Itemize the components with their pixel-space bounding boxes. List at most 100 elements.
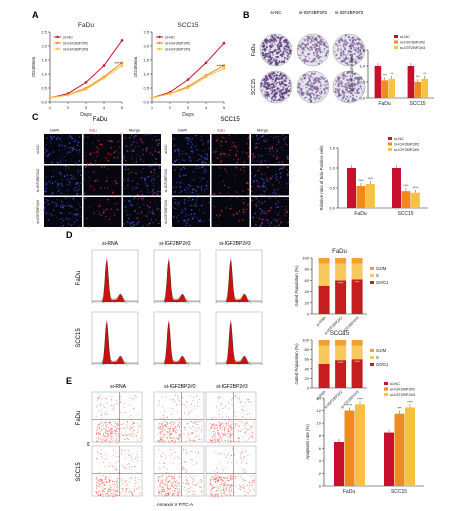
nucleus-dot (124, 159, 127, 162)
event-dot (111, 464, 113, 466)
colony-dot (322, 84, 324, 86)
event-dot (101, 417, 103, 419)
nucleus-dot (115, 182, 118, 185)
nucleus-dot (174, 191, 177, 193)
nucleus-dot (220, 210, 223, 212)
nucleus-dot (190, 146, 193, 149)
nucleus-dot (96, 155, 98, 158)
nucleus-dot (155, 158, 158, 161)
colony-dot (276, 86, 278, 88)
event-dot (118, 456, 120, 458)
event-dot (162, 481, 164, 483)
x-tick-label: 3 (85, 105, 88, 110)
event-dot (235, 419, 237, 421)
colony-dot (357, 49, 360, 51)
event-dot (228, 440, 229, 442)
edu-row-label-0: si-NC (36, 144, 40, 154)
nucleus-dot (188, 137, 190, 139)
nucleus-dot (188, 138, 190, 141)
nucleus-dot (187, 184, 190, 186)
colony-dot (356, 83, 358, 85)
event-dot (178, 437, 180, 439)
nucleus-dot (126, 178, 128, 180)
event-dot (119, 396, 120, 398)
event-dot (119, 398, 121, 400)
event-dot (218, 438, 220, 440)
colony-dot (319, 50, 321, 52)
event-dot (184, 426, 186, 428)
event-dot (179, 434, 181, 435)
colony-dot (270, 72, 273, 75)
event-dot (213, 471, 215, 473)
event-dot (132, 423, 134, 424)
colony-dot (357, 58, 360, 60)
nucleus-dot (133, 223, 135, 225)
nucleus-dot (104, 215, 107, 217)
nucleus-dot (172, 162, 174, 165)
nucleus-dot (257, 182, 259, 184)
event-dot (231, 488, 233, 490)
colony-dot (306, 47, 309, 50)
nucleus-dot (252, 156, 255, 158)
event-dot (167, 488, 169, 490)
nucleus-dot (155, 140, 157, 142)
nucleus-dot (99, 143, 102, 146)
colony-dot (286, 41, 289, 44)
nucleus-dot (101, 143, 103, 146)
event-dot (105, 481, 107, 483)
event-dot (107, 434, 109, 436)
nucleus-dot (281, 161, 283, 163)
colony-dot (306, 82, 309, 85)
nucleus-dot (208, 185, 209, 187)
colony-dot (336, 58, 339, 60)
event-dot (191, 433, 193, 434)
nucleus-dot (238, 210, 241, 212)
event-dot (224, 481, 226, 483)
nucleus-dot (124, 168, 127, 171)
colony-dot (314, 99, 317, 101)
event-dot (171, 441, 173, 443)
nucleus-dot (68, 218, 70, 221)
nucleus-dot (206, 170, 208, 172)
nucleus-dot (242, 208, 245, 211)
event-dot (125, 485, 127, 487)
nucleus-dot (136, 142, 138, 144)
event-dot (178, 441, 180, 442)
nucleus-dot (189, 184, 191, 187)
event-dot (111, 487, 112, 489)
event-dot (106, 432, 108, 434)
colony-dot (298, 54, 300, 56)
event-dot (139, 437, 141, 439)
nucleus-dot (255, 203, 257, 206)
nucleus-dot (234, 181, 236, 183)
colony-dot (311, 35, 313, 38)
nucleus-dot (108, 218, 111, 220)
nucleus-dot (209, 181, 211, 183)
event-dot (229, 490, 231, 492)
colony-dot (263, 81, 266, 84)
event-dot (194, 494, 196, 496)
y-tick-label: 1.5 (143, 58, 149, 63)
nucleus-dot (258, 186, 260, 188)
histogram-frame (91, 311, 139, 365)
event-dot (224, 406, 226, 408)
nucleus-dot (95, 146, 97, 149)
event-dot (184, 486, 185, 488)
event-dot (95, 433, 97, 435)
event-dot (196, 401, 198, 403)
event-dot (215, 406, 217, 408)
event-dot (105, 476, 107, 478)
colony-dot (281, 92, 285, 95)
colony-dot (277, 99, 279, 101)
event-dot (234, 492, 236, 494)
event-dot (100, 422, 102, 424)
event-dot (213, 423, 215, 425)
bar-scc15-2 (410, 192, 420, 208)
event-dot (223, 427, 225, 429)
event-dot (99, 426, 101, 428)
nucleus-dot (175, 216, 178, 219)
event-dot (219, 476, 221, 478)
nucleus-dot (50, 181, 51, 183)
colony-dot (267, 60, 270, 63)
event-dot (193, 426, 195, 428)
